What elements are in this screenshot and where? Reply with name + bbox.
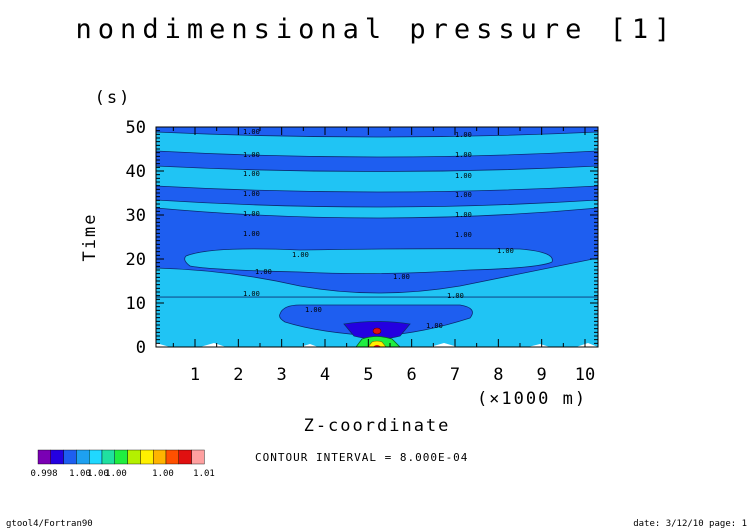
x-tick-label: 1 bbox=[190, 365, 200, 385]
x-tick-label: 3 bbox=[277, 365, 287, 385]
colorbar-swatch bbox=[191, 449, 205, 465]
x-tick-label: 4 bbox=[320, 365, 330, 385]
y-tick-label: 30 bbox=[126, 206, 146, 226]
contour-label: 1.00 bbox=[243, 190, 260, 198]
contour-label: 1.00 bbox=[455, 151, 472, 159]
y-tick-label: 10 bbox=[126, 294, 146, 314]
contour-band bbox=[528, 344, 550, 347]
footer-left: gtool4/Fortran90 bbox=[6, 519, 93, 529]
contour-band bbox=[367, 340, 387, 347]
contour-label: 1.00 bbox=[292, 251, 309, 259]
chart-title: nondimensional pressure [1] bbox=[76, 14, 677, 45]
y-tick-label: 0 bbox=[136, 338, 146, 358]
contour-interval-text: CONTOUR INTERVAL = 8.000E-04 bbox=[255, 451, 468, 464]
contour-label: 1.00 bbox=[305, 306, 322, 314]
contour-band bbox=[200, 343, 226, 347]
colorbar-label: 1.01 bbox=[193, 469, 215, 479]
colorbar-label: 1.00 bbox=[69, 469, 91, 479]
colorbar-label: 0.998 bbox=[30, 469, 57, 479]
contour-label: 1.00 bbox=[243, 128, 260, 136]
contour-label: 1.00 bbox=[255, 268, 272, 276]
x-tick-label: 7 bbox=[450, 365, 460, 385]
contour-label: 1.00 bbox=[455, 191, 472, 199]
footer-right: date: 3/12/10 page: 1 bbox=[633, 519, 747, 529]
colorbar-swatch bbox=[165, 449, 180, 465]
x-tick-label: 6 bbox=[407, 365, 417, 385]
contour-core bbox=[372, 327, 382, 335]
x-tick-label: 5 bbox=[363, 365, 373, 385]
colorbar-swatch bbox=[127, 449, 141, 465]
contour-band bbox=[156, 257, 598, 298]
colorbar-labels: 0.998 1.001.001.00 1.00 1.01 bbox=[30, 469, 214, 479]
contour-label: 1.00 bbox=[243, 290, 260, 298]
contour-label: 1.00 bbox=[455, 211, 472, 219]
contour-band bbox=[156, 127, 598, 138]
colorbar-swatch bbox=[101, 449, 116, 465]
colorbar-swatch bbox=[114, 449, 128, 465]
y-tick-label: 20 bbox=[126, 250, 146, 270]
x-tick-label: 2 bbox=[233, 365, 243, 385]
colorbar-label: 1.00 bbox=[105, 469, 127, 479]
y-axis-label: Time bbox=[80, 213, 100, 262]
contour-field bbox=[156, 127, 598, 347]
x-tick-label: 8 bbox=[493, 365, 503, 385]
colorbar-swatch bbox=[140, 449, 154, 465]
x-axis-label: Z-coordinate bbox=[304, 416, 451, 436]
y-axis-ticks: 0 10 20 30 40 50 bbox=[126, 118, 598, 358]
contour-label: 1.00 bbox=[393, 273, 410, 281]
contour-label: 1.00 bbox=[455, 231, 472, 239]
colorbar bbox=[37, 449, 205, 465]
y-tick-label: 50 bbox=[126, 118, 146, 138]
contour-label: 1.00 bbox=[447, 292, 464, 300]
y-axis-unit: (s) bbox=[95, 88, 132, 108]
contour-label: 1.00 bbox=[243, 151, 260, 159]
contour-band bbox=[156, 150, 598, 172]
contour-band bbox=[576, 343, 598, 347]
contour-band bbox=[156, 343, 170, 347]
colorbar-label: 1.00 bbox=[152, 469, 174, 479]
colorbar-label: 1.00 bbox=[87, 469, 109, 479]
contour-band bbox=[279, 304, 473, 337]
contour-band bbox=[430, 343, 458, 347]
contour-label: 1.00 bbox=[455, 131, 472, 139]
x-tick-label: 9 bbox=[537, 365, 547, 385]
colorbar-swatch bbox=[88, 449, 103, 465]
contour-band bbox=[156, 185, 598, 208]
x-axis-ticks: 1 2 3 4 5 6 7 8 9 10 bbox=[172, 127, 595, 385]
contour-label: 1.00 bbox=[243, 230, 260, 238]
contour-band bbox=[300, 344, 318, 347]
contour-labels: 1.00 1.00 1.00 1.00 1.00 1.00 1.00 1.00 … bbox=[243, 128, 514, 330]
colorbar-swatch bbox=[178, 449, 192, 465]
contour-label: 1.00 bbox=[497, 247, 514, 255]
colorbar-swatch bbox=[63, 449, 77, 465]
contour-label: 1.00 bbox=[243, 210, 260, 218]
contour-label: 1.00 bbox=[455, 172, 472, 180]
contour-label: 1.00 bbox=[426, 322, 443, 330]
y-tick-label: 40 bbox=[126, 162, 146, 182]
colorbar-swatch bbox=[152, 449, 167, 465]
contour-label: 1.00 bbox=[243, 170, 260, 178]
colorbar-swatch bbox=[37, 449, 52, 465]
colorbar-swatch bbox=[76, 449, 90, 465]
x-axis-unit: (×1000 m) bbox=[477, 389, 587, 409]
colorbar-swatch bbox=[50, 449, 64, 465]
x-tick-label: 10 bbox=[575, 365, 595, 385]
contour-band bbox=[184, 248, 553, 274]
